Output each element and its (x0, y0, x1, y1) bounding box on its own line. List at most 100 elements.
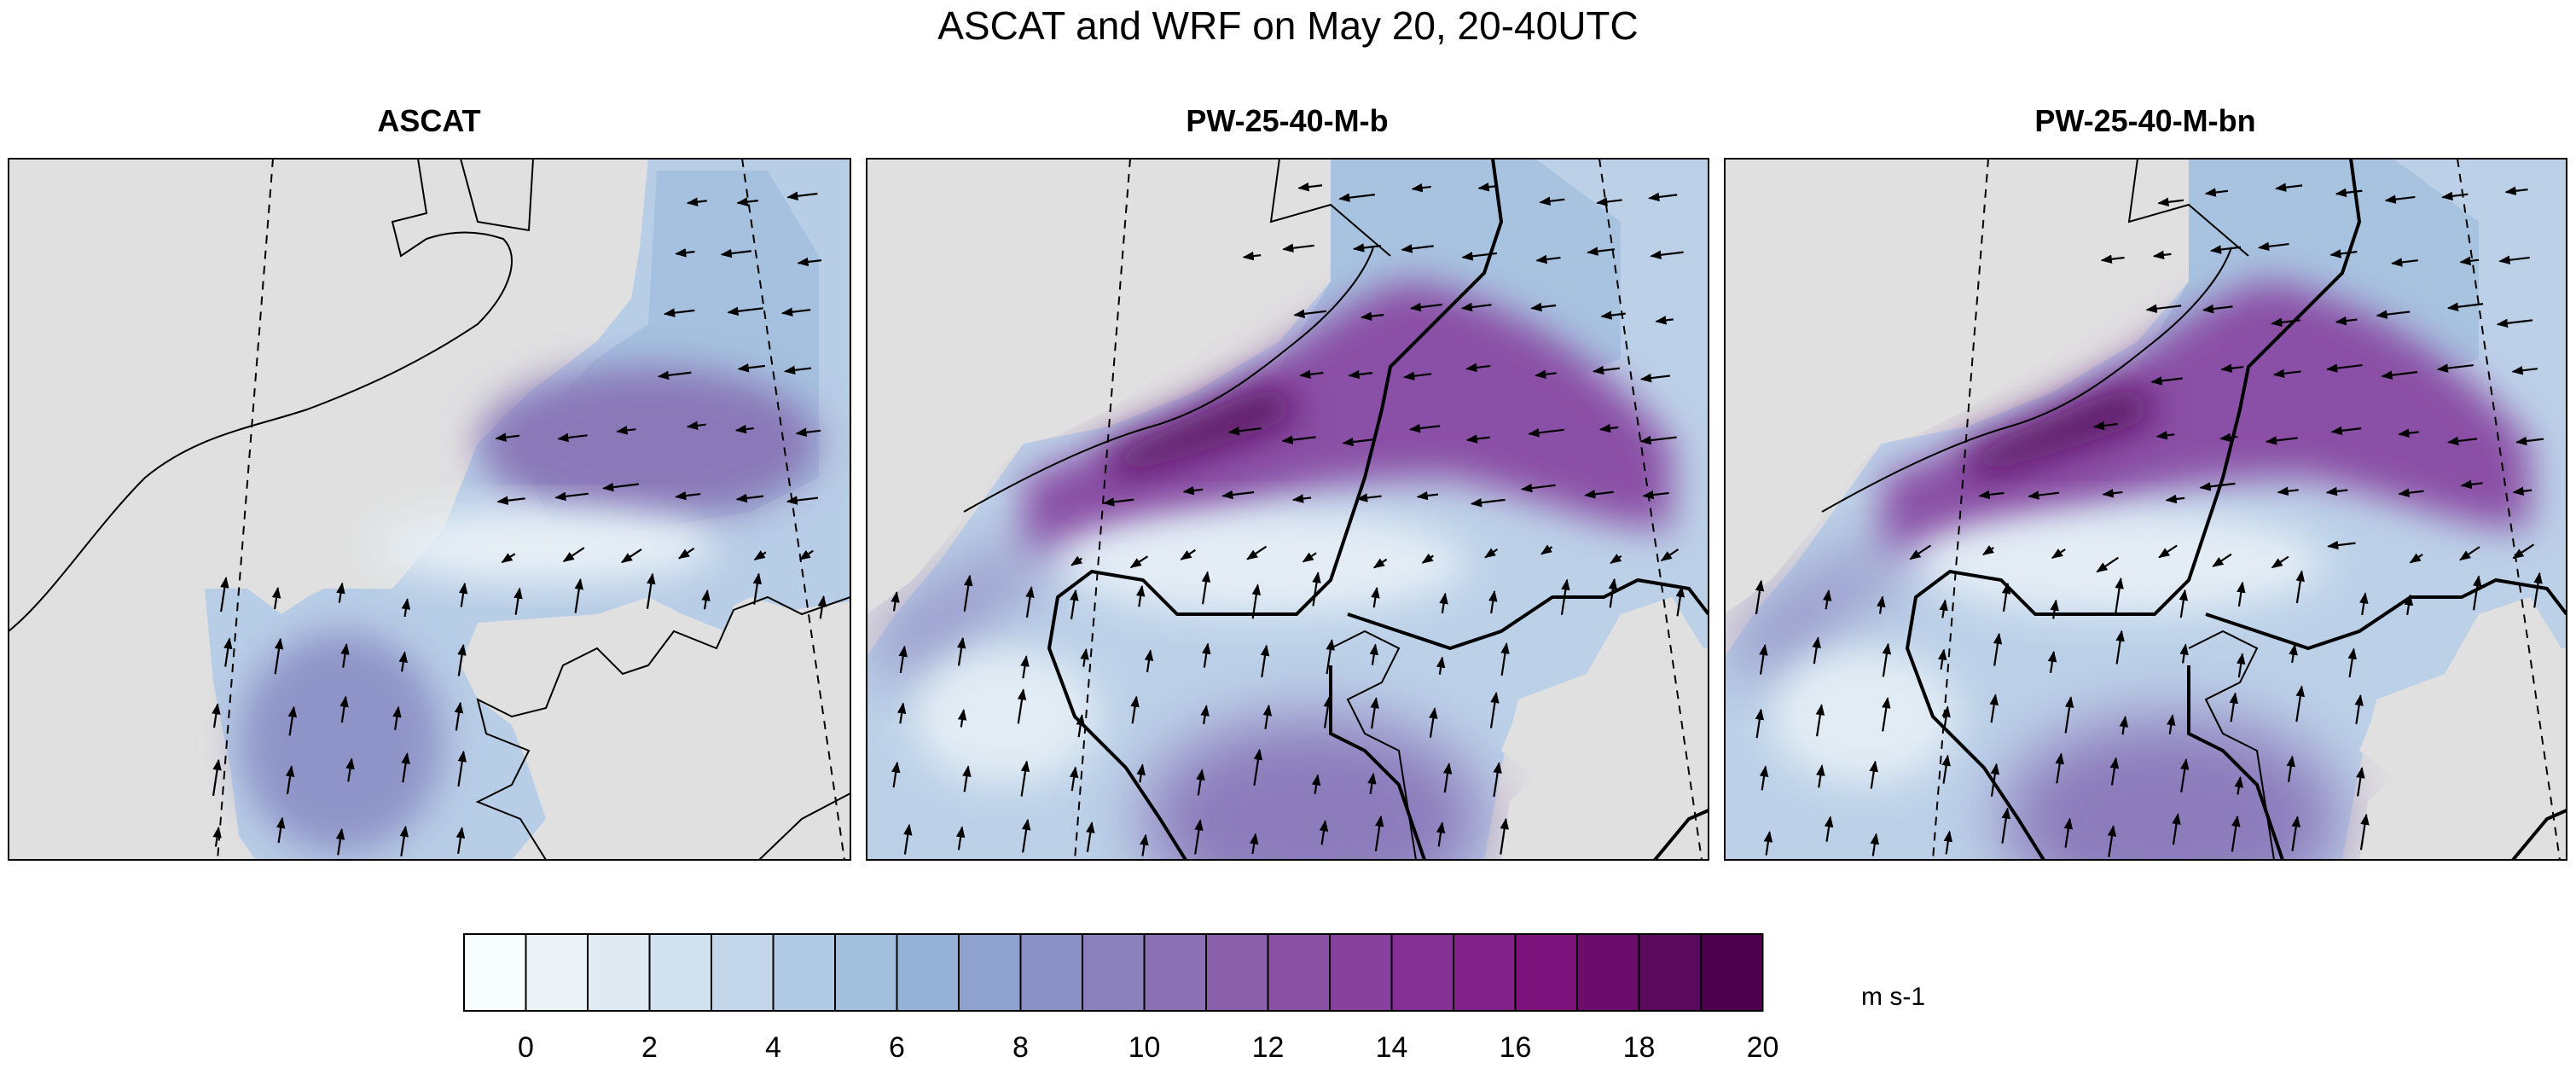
wind-arrow (1356, 493, 1382, 502)
wind-arrow (1136, 763, 1146, 783)
wind-arrow (1282, 243, 1314, 253)
coastline (2188, 630, 2275, 860)
wind-arrow (1249, 833, 1259, 855)
wind-arrow (1600, 311, 1626, 320)
wind-arrow (2265, 436, 2298, 445)
meridian-line (741, 159, 845, 860)
wind-arrow (2512, 543, 2535, 560)
land-gap (1501, 648, 1709, 860)
wind-arrow (903, 823, 913, 855)
province-border (1047, 159, 1504, 860)
wind-arrow (1993, 632, 2003, 666)
wind-arrow (752, 572, 763, 605)
wind-arrow (1086, 821, 1095, 853)
province-border (1905, 159, 2362, 860)
wind-arrow (2295, 685, 2306, 723)
wind-arrow (2179, 589, 2189, 618)
wind-arrow (2064, 696, 2074, 734)
wind-arrow (401, 598, 411, 618)
wind-arrow (2511, 366, 2538, 375)
coastline (460, 159, 534, 232)
wind-arrow (2359, 813, 2370, 850)
colorbar-box (1082, 933, 1146, 1012)
colorbar-box (896, 933, 960, 1012)
wind-arrow (1812, 636, 1821, 665)
wind-arrow (455, 827, 466, 854)
coastline (9, 159, 513, 632)
wind-arrow (1990, 763, 2000, 797)
wind-arrow (1227, 427, 1262, 436)
wind-arrow (2152, 250, 2172, 260)
wind-vectors (1755, 183, 2544, 857)
wind-arrow (2172, 813, 2181, 845)
land-gap (1725, 159, 2155, 614)
wind-arrow (1489, 691, 1500, 728)
wind-arrow (957, 708, 967, 728)
wind-arrow (1675, 585, 1685, 617)
wind-arrow (663, 308, 695, 317)
wind-arrow (898, 645, 908, 674)
wind-arrow (1759, 765, 1769, 791)
colorbar-box (711, 933, 775, 1012)
wind-arrow (340, 642, 350, 668)
wind-arrow (1877, 595, 1886, 614)
panel-title-pw-25-40-m-b: PW-25-40-M-b (1186, 103, 1388, 138)
wind-arrow (2271, 317, 2300, 328)
colorbar-tick-label: 16 (1500, 1031, 1532, 1064)
wind-arrow (2212, 553, 2232, 567)
wind-arrow (736, 197, 759, 206)
wind-arrow (1596, 197, 1622, 206)
wind-arrow (1299, 369, 1324, 380)
wind-arrow (2335, 316, 2358, 326)
wind-arrow (345, 757, 355, 782)
wind-arrow (501, 553, 516, 564)
wind-arrow (1201, 571, 1211, 605)
wind-arrow (1367, 772, 1377, 794)
wind-arrow (1815, 704, 1825, 737)
wind-arrow (2236, 653, 2246, 678)
wind-arrow (1080, 647, 1089, 667)
wind-arrow (1539, 196, 1565, 206)
wind-arrow (2326, 363, 2363, 373)
wind-arrow (1484, 548, 1499, 559)
colorbar-box (1143, 933, 1207, 1012)
colorbar-box (1205, 933, 1269, 1012)
wind-arrow (2441, 191, 2469, 201)
wind-arrow (2398, 428, 2419, 438)
wind-arrow (1312, 572, 1321, 607)
wind-arrow (2398, 488, 2424, 497)
wind-arrow (1442, 762, 1453, 793)
wind-arrow (2329, 249, 2358, 258)
wind-arrow (2234, 775, 2243, 795)
panel-pw-25-40-m-bn: PW-25-40-M-bn (1724, 103, 2567, 861)
wind-arrow (392, 705, 402, 730)
wind-arrow (2145, 304, 2182, 314)
wind-arrow (401, 752, 410, 783)
wind-arrow (1076, 713, 1085, 738)
wind-arrow (458, 582, 468, 607)
wind-arrow (2496, 318, 2533, 328)
colorbar: 0 2 4 6 8 10 12 14 16 18 20 m s-1 (463, 933, 1925, 1064)
wind-arrow (620, 548, 642, 564)
wind-arrow (1869, 760, 1878, 789)
wind-arrow (2167, 714, 2176, 734)
wind-arrow (1436, 821, 1446, 847)
wind-arrow (1251, 583, 1262, 619)
coastline (758, 792, 850, 860)
colorbar-tick-label: 8 (1012, 1031, 1029, 1064)
province-border (2511, 809, 2567, 860)
wind-speed-core (239, 631, 444, 853)
wind-arrow (2295, 570, 2305, 604)
wind-arrow (1180, 549, 1196, 560)
land-gap (2359, 648, 2567, 860)
coastline (1269, 159, 1391, 257)
wind-arrow (2001, 807, 2011, 844)
wind-arrow (1882, 696, 1891, 732)
wind-arrow (1421, 553, 1434, 564)
wind-speed-core (867, 546, 1058, 682)
wind-arrow (2347, 647, 2357, 678)
wind-arrow (2115, 577, 2124, 613)
panel-ascat: ASCAT (8, 103, 851, 861)
wind-arrow (496, 496, 525, 505)
